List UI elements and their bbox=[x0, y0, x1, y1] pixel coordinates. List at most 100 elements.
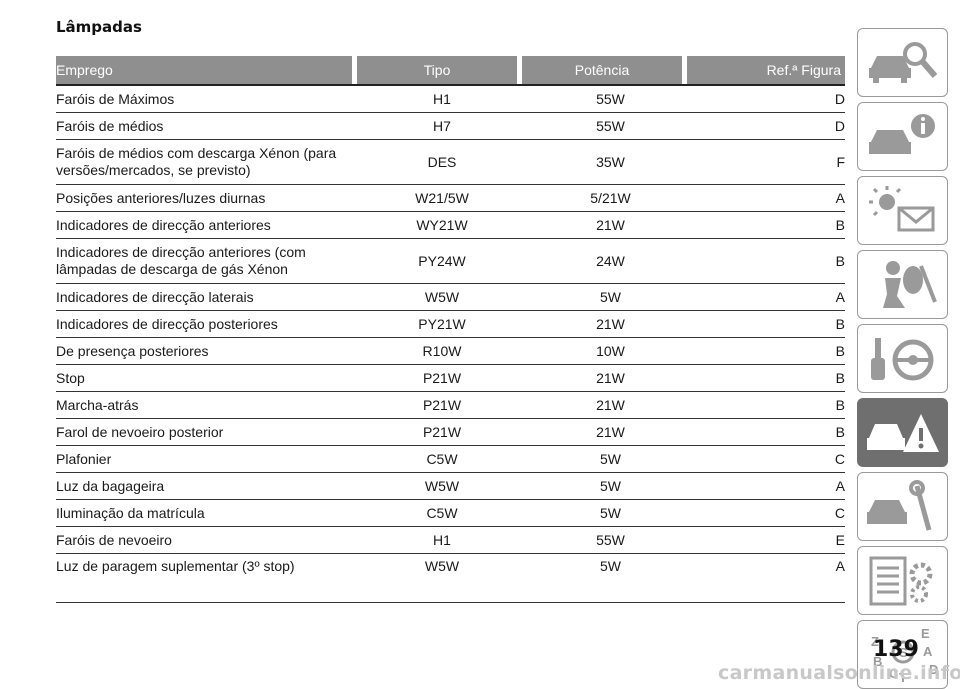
cell-potencia: 5W bbox=[528, 553, 693, 603]
cell-emprego: Iluminação da matrícula bbox=[56, 499, 356, 527]
cell-emprego: De presença posteriores bbox=[56, 337, 356, 365]
table-row: De presença posteriores R10W 10W B bbox=[56, 337, 845, 365]
tab-key-steering-wheel[interactable] bbox=[857, 324, 948, 393]
cell-emprego: Indicadores de direcção anteriores (com … bbox=[56, 238, 356, 284]
cell-potencia: 5W bbox=[528, 472, 693, 500]
cell-ref: E bbox=[693, 526, 845, 554]
cell-tipo: PY21W bbox=[356, 310, 528, 338]
cell-ref: D bbox=[693, 112, 845, 140]
car-info-icon bbox=[868, 113, 935, 154]
table-row: Faróis de Máximos H1 55W D bbox=[56, 86, 845, 113]
cell-emprego: Luz de paragem suplementar (3º stop) bbox=[56, 553, 356, 603]
lamps-table: Faróis de Máximos H1 55W D Faróis de méd… bbox=[56, 86, 845, 603]
svg-text:T: T bbox=[899, 670, 907, 684]
cell-emprego: Faróis de médios bbox=[56, 112, 356, 140]
tab-airbag-person[interactable] bbox=[857, 250, 948, 319]
column-header-tipo: Tipo bbox=[357, 56, 517, 84]
cell-emprego: Farol de nevoeiro posterior bbox=[56, 418, 356, 446]
svg-text:C: C bbox=[889, 666, 899, 681]
tab-car-wrench[interactable] bbox=[857, 472, 948, 541]
cell-ref: B bbox=[693, 238, 845, 284]
cell-emprego: Faróis de nevoeiro bbox=[56, 526, 356, 554]
table-row: Plafonier C5W 5W C bbox=[56, 445, 845, 473]
key-steering-wheel-icon bbox=[870, 337, 933, 380]
table-row: Indicadores de direcção posteriores PY21… bbox=[56, 310, 845, 338]
cell-tipo: P21W bbox=[356, 364, 528, 392]
cell-potencia: 10W bbox=[528, 337, 693, 365]
cell-potencia: 55W bbox=[528, 86, 693, 113]
cell-ref: A bbox=[693, 283, 845, 311]
cell-potencia: 21W bbox=[528, 364, 693, 392]
cell-ref: A bbox=[693, 184, 845, 212]
tab-checklist-gear[interactable] bbox=[857, 546, 948, 615]
cell-ref: D bbox=[693, 86, 845, 113]
cell-emprego: Posições anteriores/luzes diurnas bbox=[56, 184, 356, 212]
cell-potencia: 35W bbox=[528, 139, 693, 185]
table-row: Indicadores de direcção anteriores (com … bbox=[56, 238, 845, 284]
cell-ref: C bbox=[693, 499, 845, 527]
cell-emprego: Plafonier bbox=[56, 445, 356, 473]
cell-emprego: Faróis de Máximos bbox=[56, 86, 356, 113]
cell-tipo: W5W bbox=[356, 472, 528, 500]
tab-car-search[interactable] bbox=[857, 28, 948, 97]
cell-tipo: C5W bbox=[356, 445, 528, 473]
car-warning-triangle-icon bbox=[866, 413, 939, 452]
car-wrench-icon bbox=[866, 479, 931, 531]
car-search-icon bbox=[868, 41, 937, 83]
cell-potencia: 21W bbox=[528, 211, 693, 239]
cell-tipo: WY21W bbox=[356, 211, 528, 239]
cell-tipo: PY24W bbox=[356, 238, 528, 284]
table-row: Marcha-atrás P21W 21W B bbox=[56, 391, 845, 419]
cell-ref: C bbox=[693, 445, 845, 473]
column-header-ref-figura: Ref.ª Figura bbox=[687, 56, 845, 84]
alphabet-index-icon: Z EA B D C T S bbox=[871, 626, 938, 684]
table-row: Posições anteriores/luzes diurnas W21/5W… bbox=[56, 184, 845, 212]
cell-potencia: 55W bbox=[528, 112, 693, 140]
svg-text:E: E bbox=[921, 626, 930, 641]
airbag-person-icon bbox=[882, 260, 937, 308]
header-divider bbox=[56, 84, 845, 86]
cell-potencia: 21W bbox=[528, 310, 693, 338]
cell-tipo: C5W bbox=[356, 499, 528, 527]
cell-tipo: P21W bbox=[356, 391, 528, 419]
svg-text:B: B bbox=[873, 654, 882, 669]
cell-ref: B bbox=[693, 310, 845, 338]
svg-text:S: S bbox=[899, 645, 908, 660]
table-row: Iluminação da matrícula C5W 5W C bbox=[56, 499, 845, 527]
table-row: Faróis de médios com descarga Xénon (par… bbox=[56, 139, 845, 185]
cell-emprego: Faróis de médios com descarga Xénon (par… bbox=[56, 139, 356, 185]
cell-potencia: 55W bbox=[528, 526, 693, 554]
cell-emprego: Indicadores de direcção posteriores bbox=[56, 310, 356, 338]
watermark: carmanualsonline.info bbox=[718, 662, 960, 684]
cell-potencia: 5/21W bbox=[528, 184, 693, 212]
cell-potencia: 5W bbox=[528, 445, 693, 473]
cell-ref: A bbox=[693, 553, 845, 603]
cell-ref: B bbox=[693, 364, 845, 392]
svg-text:Z: Z bbox=[871, 634, 879, 649]
cell-potencia: 5W bbox=[528, 283, 693, 311]
column-header-potencia: Potência bbox=[522, 56, 682, 84]
cell-ref: B bbox=[693, 418, 845, 446]
column-header-emprego: Emprego bbox=[56, 56, 352, 84]
cell-tipo: P21W bbox=[356, 418, 528, 446]
cell-potencia: 24W bbox=[528, 238, 693, 284]
cell-tipo: W21/5W bbox=[356, 184, 528, 212]
tab-light-envelope[interactable] bbox=[857, 176, 948, 245]
tab-car-info[interactable] bbox=[857, 102, 948, 171]
cell-potencia: 5W bbox=[528, 499, 693, 527]
page-number: 139 bbox=[873, 637, 919, 662]
table-row: Farol de nevoeiro posterior P21W 21W B bbox=[56, 418, 845, 446]
light-envelope-icon bbox=[868, 185, 934, 231]
cell-emprego: Indicadores de direcção laterais bbox=[56, 283, 356, 311]
cell-emprego: Marcha-atrás bbox=[56, 391, 356, 419]
cell-potencia: 21W bbox=[528, 391, 693, 419]
cell-potencia: 21W bbox=[528, 418, 693, 446]
cell-ref: A bbox=[693, 472, 845, 500]
cell-tipo: R10W bbox=[356, 337, 528, 365]
table-row: Indicadores de direcção anteriores WY21W… bbox=[56, 211, 845, 239]
cell-tipo: W5W bbox=[356, 283, 528, 311]
tab-car-warning-triangle[interactable] bbox=[857, 398, 948, 467]
cell-emprego: Stop bbox=[56, 364, 356, 392]
svg-text:A: A bbox=[923, 644, 933, 659]
